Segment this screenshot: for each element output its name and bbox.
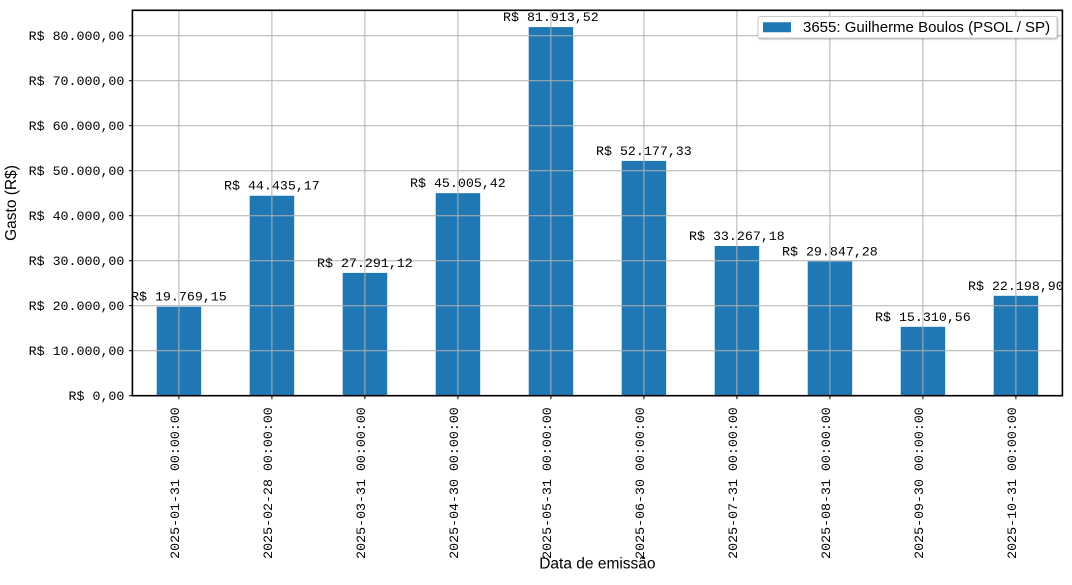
svg-text:Gasto (R$): Gasto (R$) bbox=[3, 165, 20, 241]
svg-text:R$ 44.435,17: R$ 44.435,17 bbox=[224, 179, 320, 194]
svg-text:R$ 81.913,52: R$ 81.913,52 bbox=[503, 10, 599, 25]
svg-text:R$ 20.000,00: R$ 20.000,00 bbox=[29, 299, 125, 314]
svg-text:2025-06-30 00:00:00: 2025-06-30 00:00:00 bbox=[633, 407, 648, 559]
svg-text:R$ 19.769,15: R$ 19.769,15 bbox=[131, 290, 227, 305]
svg-text:2025-10-31 00:00:00: 2025-10-31 00:00:00 bbox=[1005, 407, 1020, 559]
svg-text:2025-04-30 00:00:00: 2025-04-30 00:00:00 bbox=[447, 407, 462, 559]
svg-text:2025-09-30 00:00:00: 2025-09-30 00:00:00 bbox=[912, 407, 927, 559]
svg-text:3655: Guilherme Boulos (PSOL /: 3655: Guilherme Boulos (PSOL / SP) bbox=[803, 19, 1050, 36]
svg-text:R$ 30.000,00: R$ 30.000,00 bbox=[29, 254, 125, 269]
svg-text:R$ 70.000,00: R$ 70.000,00 bbox=[29, 74, 125, 89]
svg-text:R$ 45.005,42: R$ 45.005,42 bbox=[410, 176, 506, 191]
svg-text:R$ 40.000,00: R$ 40.000,00 bbox=[29, 209, 125, 224]
svg-text:2025-03-31 00:00:00: 2025-03-31 00:00:00 bbox=[354, 407, 369, 559]
svg-text:R$ 60.000,00: R$ 60.000,00 bbox=[29, 119, 125, 134]
svg-text:R$ 33.267,18: R$ 33.267,18 bbox=[689, 229, 785, 244]
svg-text:R$ 52.177,33: R$ 52.177,33 bbox=[596, 144, 692, 159]
svg-text:R$ 27.291,12: R$ 27.291,12 bbox=[317, 256, 413, 271]
svg-text:R$ 0,00: R$ 0,00 bbox=[69, 389, 125, 404]
svg-text:R$ 50.000,00: R$ 50.000,00 bbox=[29, 164, 125, 179]
svg-text:R$ 29.847,28: R$ 29.847,28 bbox=[782, 244, 878, 259]
svg-text:R$ 80.000,00: R$ 80.000,00 bbox=[29, 29, 125, 44]
svg-text:2025-05-31 00:00:00: 2025-05-31 00:00:00 bbox=[540, 407, 555, 559]
svg-text:2025-01-31 00:00:00: 2025-01-31 00:00:00 bbox=[168, 407, 183, 559]
svg-text:2025-02-28 00:00:00: 2025-02-28 00:00:00 bbox=[261, 407, 276, 559]
svg-text:R$ 10.000,00: R$ 10.000,00 bbox=[29, 344, 125, 359]
svg-text:Data de emissão: Data de emissão bbox=[539, 556, 655, 573]
svg-text:R$ 15.310,56: R$ 15.310,56 bbox=[875, 310, 971, 325]
svg-text:R$ 22.198,90: R$ 22.198,90 bbox=[968, 279, 1064, 294]
svg-text:2025-08-31 00:00:00: 2025-08-31 00:00:00 bbox=[819, 407, 834, 559]
svg-text:2025-07-31 00:00:00: 2025-07-31 00:00:00 bbox=[726, 407, 741, 559]
